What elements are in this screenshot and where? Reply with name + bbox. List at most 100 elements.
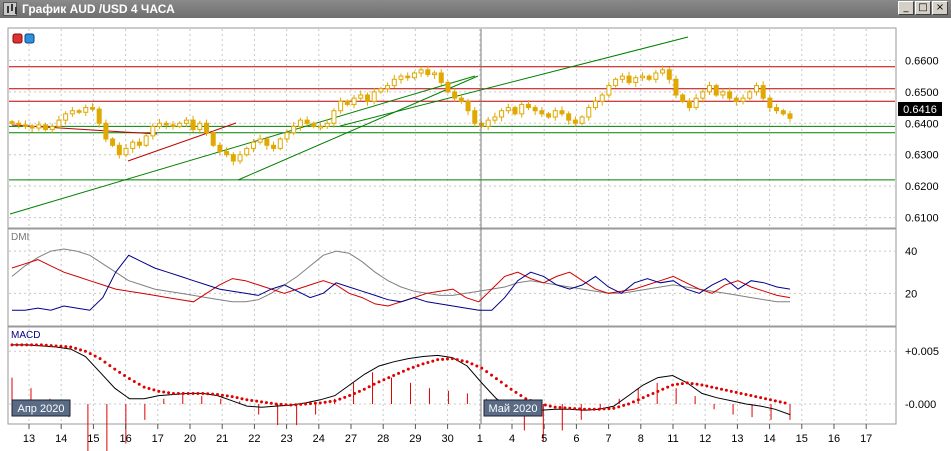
candle-body: [385, 85, 391, 90]
macd-signal-dot: [357, 389, 361, 393]
macd-signal-dot: [269, 401, 273, 405]
macd-signal-dot: [216, 393, 220, 396]
x-tick-label: 20: [184, 433, 196, 445]
candle-body: [358, 94, 364, 99]
macd-signal-dot: [279, 402, 283, 406]
upper-trendline[interactable]: [339, 36, 689, 127]
macd-signal-dot: [230, 395, 234, 399]
support-trendline[interactable]: [9, 75, 476, 215]
candle-body: [250, 141, 256, 149]
candle-body: [49, 125, 55, 131]
candle-body: [720, 91, 726, 96]
macd-signal-dot: [323, 400, 327, 404]
dmi-panel[interactable]: [7, 228, 897, 327]
candle-body: [210, 132, 216, 146]
x-tick-label: 28: [377, 433, 389, 445]
macd-signal-dot: [123, 374, 127, 377]
price-panel[interactable]: [7, 27, 897, 229]
macd-signal-dot: [499, 380, 503, 384]
candle-body: [29, 125, 35, 129]
color-scheme-icon[interactable]: [12, 33, 35, 44]
close-button[interactable]: ×: [932, 1, 948, 15]
macd-signal-dot: [59, 344, 63, 348]
macd-signal-dot: [783, 401, 787, 405]
macd-signal-dot: [338, 397, 342, 401]
chart-window[interactable]: 0.6600 0.6500 0.6400 0.6300 0.6200 0.6100 0.6…: [0, 18, 951, 451]
candle-body: [96, 108, 102, 124]
macd-signal-dot: [171, 391, 175, 395]
candle-body: [170, 124, 176, 127]
candle-body: [505, 107, 511, 112]
macd-signal-dot: [490, 373, 494, 377]
macd-signal-dot: [695, 382, 699, 386]
candle-body: [264, 138, 270, 146]
candle-body: [291, 125, 297, 134]
macd-signal-dot: [578, 407, 582, 411]
macd-signal-dot: [15, 343, 19, 347]
rising-resistance-trendline[interactable]: [127, 122, 237, 162]
candle-body: [626, 75, 632, 83]
macd-signal-dot: [88, 352, 92, 356]
x-tick-label: 17: [152, 433, 164, 445]
candle-body: [512, 107, 518, 115]
candle-body: [405, 75, 411, 79]
macd-signal-dot: [597, 407, 601, 411]
minimize-button[interactable]: _: [898, 1, 914, 15]
x-tick-label: 30: [441, 433, 453, 445]
candle-body: [411, 72, 417, 79]
trend-lines[interactable]: [9, 36, 689, 215]
x-tick-label: 6: [573, 433, 579, 445]
macd-signal-dot: [25, 343, 29, 347]
period-label-april: Апр 2020: [18, 403, 65, 415]
candle-body: [519, 103, 525, 115]
macd-signal-dot: [308, 402, 312, 406]
macd-signal-dot: [211, 392, 215, 396]
candle-body: [552, 110, 558, 118]
candle-body: [747, 91, 753, 99]
macd-panel[interactable]: [7, 326, 897, 425]
candle-body: [713, 85, 719, 96]
candle-body: [472, 110, 478, 124]
macd-label: MACD: [11, 330, 40, 341]
current-price-label: 0.6416: [903, 104, 937, 116]
candle-body: [438, 72, 444, 83]
inner-support-trendline[interactable]: [237, 75, 479, 181]
macd-signal-dot: [582, 407, 586, 411]
macd-signal-dot: [734, 390, 738, 394]
macd-signal-dot: [225, 394, 229, 398]
horizontal-levels[interactable]: [9, 66, 895, 181]
macd-signal-dot: [416, 364, 420, 368]
macd-signal-dot: [749, 394, 753, 398]
macd-signal-dot: [563, 406, 567, 410]
candle-body: [318, 125, 324, 129]
resistance-trendline[interactable]: [11, 124, 158, 135]
candle-body: [780, 110, 786, 115]
macd-signal-dot: [543, 403, 547, 407]
candle-body: [110, 138, 116, 146]
x-tick-label: 8: [638, 433, 644, 445]
period-label-may: Май 2020: [488, 403, 537, 415]
candle-body: [666, 69, 672, 80]
adx-line: [11, 248, 790, 303]
macd-axis: +0.005 -0.000: [905, 346, 939, 411]
x-tick-label: 14: [763, 433, 775, 445]
chart-canvas[interactable]: 0.6600 0.6500 0.6400 0.6300 0.6200 0.6100 0.6…: [0, 18, 951, 451]
candle-body: [157, 122, 163, 127]
macd-signal-dot: [20, 343, 24, 347]
macd-signal-dot: [343, 395, 347, 399]
x-tick-label: 5: [541, 433, 547, 445]
candle-body: [271, 144, 277, 149]
candle-body: [693, 97, 699, 109]
candle-body: [639, 75, 645, 79]
candle-body: [753, 85, 759, 93]
window-titlebar: График AUD /USD 4 ЧАСА _ □ ×: [0, 0, 951, 18]
macd-lines: [10, 343, 791, 416]
macd-signal-dot: [406, 367, 410, 371]
candlestick-series: [9, 65, 793, 166]
macd-signal-dot: [353, 391, 357, 395]
macd-signal-dot: [627, 402, 631, 406]
macd-signal-dot: [631, 400, 635, 404]
x-tick-label: 16: [828, 433, 840, 445]
maximize-button[interactable]: □: [915, 1, 931, 15]
macd-signal-dot: [671, 383, 675, 387]
